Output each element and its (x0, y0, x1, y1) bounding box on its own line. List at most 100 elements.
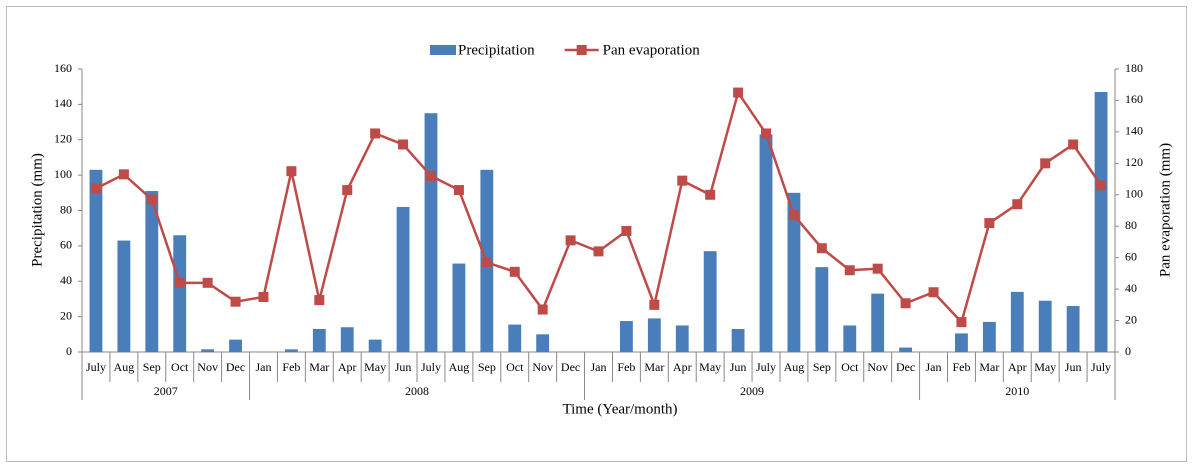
marker (788, 210, 799, 221)
bar (955, 333, 968, 352)
x-tick-label: Jan (591, 360, 607, 374)
x-tick-label: Jun (1065, 360, 1082, 374)
bar (173, 235, 187, 352)
y2-tick-label: 0 (1125, 344, 1131, 358)
bar (145, 191, 159, 352)
marker (844, 265, 855, 276)
x-tick-label: Mar (979, 360, 999, 374)
y-tick-label: 20 (60, 308, 72, 322)
bar (508, 324, 522, 352)
x-tick-label: Feb (617, 360, 635, 374)
x-tick-label: July (756, 360, 776, 374)
marker (900, 298, 911, 309)
bar (340, 327, 354, 352)
marker (872, 263, 883, 274)
marker (1012, 199, 1023, 210)
x-tick-label: Jun (730, 360, 747, 374)
x-tick-label: Apr (673, 360, 692, 374)
marker (677, 175, 688, 186)
y-tick-label: 120 (54, 132, 72, 146)
y2-tick-label: 40 (1125, 281, 1137, 295)
marker (509, 266, 520, 277)
legend-label: Precipitation (458, 42, 535, 58)
marker (593, 246, 604, 257)
y2-axis-title: Pan evaporation (mm) (1157, 143, 1173, 277)
x-tick-label: Feb (952, 360, 970, 374)
y-tick-label: 40 (60, 273, 72, 287)
y2-tick-label: 140 (1125, 124, 1143, 138)
x-tick-label: July (1091, 360, 1111, 374)
x-tick-label: Apr (338, 360, 357, 374)
bar (787, 192, 801, 352)
x-tick-label: Oct (506, 360, 524, 374)
x-tick-label: Sep (143, 360, 161, 374)
marker (258, 291, 269, 302)
x-tick-label: Aug (449, 360, 470, 374)
bar (536, 334, 550, 352)
x-tick-label: Nov (867, 360, 888, 374)
x-tick-label: Jun (395, 360, 412, 374)
y2-tick-label: 60 (1125, 249, 1137, 263)
marker (314, 295, 325, 306)
y2-tick-label: 120 (1125, 155, 1143, 169)
x-tick-label: Apr (1008, 360, 1027, 374)
x-tick-label: May (699, 360, 721, 374)
bar (982, 321, 996, 352)
legend-swatch (576, 45, 587, 55)
x-tick-label: Aug (784, 360, 805, 374)
y2-tick-label: 20 (1125, 312, 1137, 326)
bar (1066, 306, 1080, 352)
marker (370, 128, 381, 139)
bar (424, 113, 438, 352)
x-tick-label: Dec (226, 360, 245, 374)
y-tick-label: 140 (54, 96, 72, 110)
marker (956, 317, 967, 328)
marker (649, 299, 660, 310)
y2-tick-label: 100 (1125, 187, 1143, 201)
marker (705, 189, 716, 200)
x-tick-label: Nov (197, 360, 218, 374)
bar (201, 349, 215, 352)
chart-frame (6, 6, 1187, 462)
x-axis-title: Time (Year/month) (562, 401, 677, 417)
marker (118, 169, 129, 180)
bar (1010, 291, 1024, 352)
bar (871, 293, 885, 352)
y-tick-label: 60 (60, 238, 72, 252)
marker (816, 243, 827, 254)
x-tick-label: Oct (171, 360, 189, 374)
x-tick-label: May (1034, 360, 1056, 374)
legend-label: Pan evaporation (603, 42, 701, 58)
bar (731, 329, 745, 352)
group-label: 2007 (154, 384, 178, 398)
x-tick-label: Jan (926, 360, 942, 374)
x-tick-label: Sep (478, 360, 496, 374)
marker (928, 287, 939, 298)
x-tick-label: July (86, 360, 106, 374)
x-tick-label: Dec (896, 360, 915, 374)
marker (202, 277, 213, 288)
group-label: 2009 (740, 384, 764, 398)
marker (537, 304, 548, 315)
bar (899, 347, 913, 352)
x-tick-label: Nov (532, 360, 553, 374)
y2-tick-label: 80 (1125, 218, 1137, 232)
y-tick-label: 160 (54, 61, 72, 75)
bar (647, 318, 661, 352)
marker (230, 296, 241, 307)
x-tick-label: Sep (813, 360, 831, 374)
bar (675, 325, 689, 352)
bar (312, 329, 326, 352)
bar (396, 206, 410, 352)
marker (286, 166, 297, 177)
x-tick-label: July (421, 360, 441, 374)
x-tick-label: May (364, 360, 386, 374)
y-tick-label: 80 (60, 202, 72, 216)
line (95, 89, 1103, 325)
marker (453, 185, 464, 196)
marker (1068, 139, 1079, 150)
group-label: 2008 (405, 384, 429, 398)
x-tick-label: Feb (282, 360, 300, 374)
y-axis-title: Precipitation (mm) (29, 153, 45, 267)
